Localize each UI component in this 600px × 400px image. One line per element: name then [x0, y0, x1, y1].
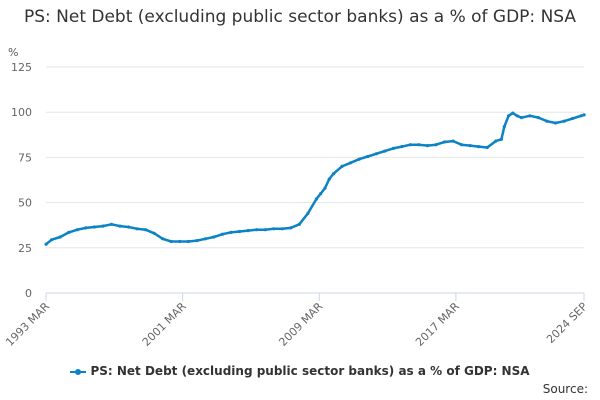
data-point[interactable]: [44, 242, 48, 246]
data-point[interactable]: [408, 143, 412, 147]
y-tick-label: 75: [18, 151, 32, 164]
data-point[interactable]: [511, 111, 515, 115]
data-point[interactable]: [536, 116, 541, 120]
data-point[interactable]: [75, 228, 79, 232]
data-point[interactable]: [442, 140, 447, 144]
data-point[interactable]: [327, 177, 331, 181]
data-point[interactable]: [340, 164, 344, 168]
data-point[interactable]: [434, 143, 438, 147]
data-point[interactable]: [195, 239, 199, 243]
data-point[interactable]: [528, 114, 532, 118]
x-tick-label: 2017 MAR: [413, 300, 462, 349]
chart-title: PS: Net Debt (excluding public sector ba…: [23, 7, 577, 27]
data-point[interactable]: [109, 222, 114, 226]
x-tick-label: 1993 MAR: [3, 300, 52, 349]
data-point[interactable]: [306, 211, 310, 215]
data-point[interactable]: [391, 146, 395, 150]
data-point[interactable]: [507, 114, 511, 118]
data-point[interactable]: [152, 231, 156, 235]
data-point[interactable]: [212, 235, 216, 239]
data-point[interactable]: [494, 139, 498, 143]
plot-area: [44, 111, 586, 246]
data-point[interactable]: [571, 116, 575, 121]
data-point[interactable]: [383, 149, 387, 153]
y-tick-label: 0: [25, 287, 32, 300]
data-point[interactable]: [135, 227, 139, 231]
data-point[interactable]: [203, 237, 207, 241]
data-point[interactable]: [562, 119, 566, 123]
data-point[interactable]: [319, 192, 323, 196]
data-point[interactable]: [297, 222, 301, 226]
data-point[interactable]: [246, 229, 250, 233]
data-point[interactable]: [229, 230, 233, 234]
source-label: Source:: [542, 382, 588, 396]
data-point[interactable]: [425, 144, 429, 148]
data-point[interactable]: [417, 143, 421, 147]
y-tick-label: 25: [18, 242, 32, 255]
data-point[interactable]: [582, 113, 586, 117]
legend[interactable]: PS: Net Debt (excluding public sector ba…: [0, 364, 600, 378]
data-point[interactable]: [366, 154, 370, 159]
data-point[interactable]: [323, 186, 327, 190]
data-point[interactable]: [280, 227, 284, 231]
data-point[interactable]: [50, 238, 54, 242]
legend-line-marker-icon: [70, 368, 87, 376]
data-point[interactable]: [92, 225, 96, 229]
data-point[interactable]: [144, 228, 148, 232]
data-point[interactable]: [468, 144, 472, 148]
data-point[interactable]: [118, 224, 122, 228]
gridlines: [46, 66, 584, 294]
data-point[interactable]: [238, 229, 242, 234]
y-axis-unit-label: %: [8, 46, 18, 59]
y-tick-label: 100: [11, 106, 32, 119]
x-tick-label: 2024 SEP: [544, 300, 590, 346]
x-tick-label: 2001 MAR: [140, 300, 189, 349]
data-point[interactable]: [485, 145, 489, 150]
y-axis: 0 25 50 75 100 125: [11, 61, 32, 300]
data-point[interactable]: [84, 226, 88, 230]
data-point[interactable]: [477, 145, 481, 149]
legend-label: PS: Net Debt (excluding public sector ba…: [90, 364, 530, 378]
data-point[interactable]: [161, 237, 165, 241]
data-point[interactable]: [101, 224, 105, 228]
data-point[interactable]: [186, 239, 190, 244]
data-point[interactable]: [515, 114, 519, 118]
x-tick-label: 2009 MAR: [276, 300, 325, 349]
data-point[interactable]: [169, 239, 173, 244]
y-tick-label: 50: [18, 197, 32, 210]
data-point[interactable]: [499, 137, 503, 141]
data-point[interactable]: [220, 232, 225, 236]
data-point[interactable]: [178, 239, 182, 244]
data-point[interactable]: [545, 119, 549, 123]
data-point[interactable]: [331, 172, 336, 176]
data-point[interactable]: [460, 143, 464, 147]
data-point[interactable]: [263, 228, 267, 232]
data-point[interactable]: [374, 152, 378, 156]
data-point[interactable]: [519, 116, 524, 120]
data-point[interactable]: [579, 114, 583, 118]
data-point[interactable]: [289, 226, 293, 230]
data-point[interactable]: [255, 228, 259, 232]
data-point[interactable]: [314, 197, 318, 201]
data-point[interactable]: [58, 235, 62, 239]
series-line[interactable]: [44, 111, 586, 246]
data-point[interactable]: [553, 121, 558, 125]
data-point[interactable]: [272, 227, 276, 231]
data-point[interactable]: [126, 225, 131, 229]
data-point[interactable]: [451, 139, 455, 143]
data-point[interactable]: [349, 161, 353, 165]
data-point[interactable]: [502, 125, 506, 129]
data-point[interactable]: [400, 145, 404, 149]
data-point[interactable]: [67, 230, 71, 234]
y-tick-label: 125: [11, 61, 32, 74]
data-point[interactable]: [357, 157, 361, 161]
x-axis: 1993 MAR 2001 MAR 2009 MAR 2017 MAR 2024 SEP: [3, 292, 590, 349]
